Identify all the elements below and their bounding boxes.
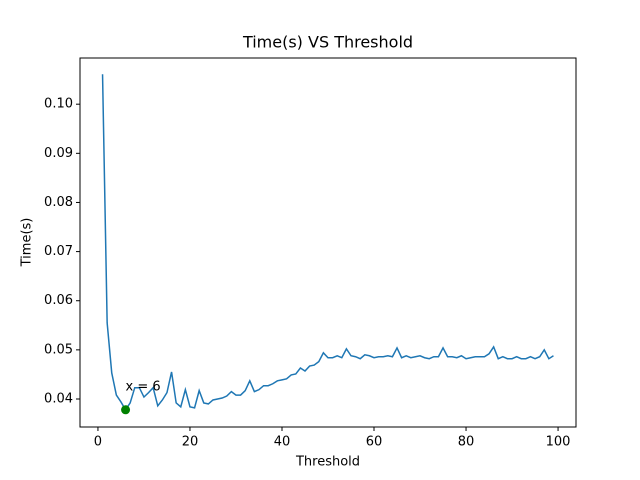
x-tick-label: 0 bbox=[94, 435, 102, 450]
y-tick-label: 0.06 bbox=[44, 293, 73, 308]
y-tick-label: 0.10 bbox=[44, 97, 73, 112]
x-tick-label: 40 bbox=[274, 435, 291, 450]
highlight-point bbox=[121, 405, 131, 415]
y-tick-label: 0.04 bbox=[44, 391, 73, 406]
y-tick-label: 0.09 bbox=[44, 146, 73, 161]
annotation: x = 6 bbox=[126, 379, 161, 394]
chart-title: Time(s) VS Threshold bbox=[242, 33, 413, 52]
y-tick-label: 0.08 bbox=[44, 195, 73, 210]
y-tick-label: 0.05 bbox=[44, 342, 73, 357]
x-tick-label: 100 bbox=[546, 435, 571, 450]
x-tick-label: 80 bbox=[458, 435, 475, 450]
x-tick-label: 60 bbox=[366, 435, 383, 450]
series-line bbox=[101, 74, 554, 412]
plot-frame bbox=[79, 57, 577, 428]
y-tick-label: 0.07 bbox=[44, 244, 73, 259]
x-axis-label: Threshold bbox=[295, 455, 360, 470]
x-tick-label: 20 bbox=[182, 435, 199, 450]
y-axis-label: Time(s) bbox=[20, 218, 35, 268]
